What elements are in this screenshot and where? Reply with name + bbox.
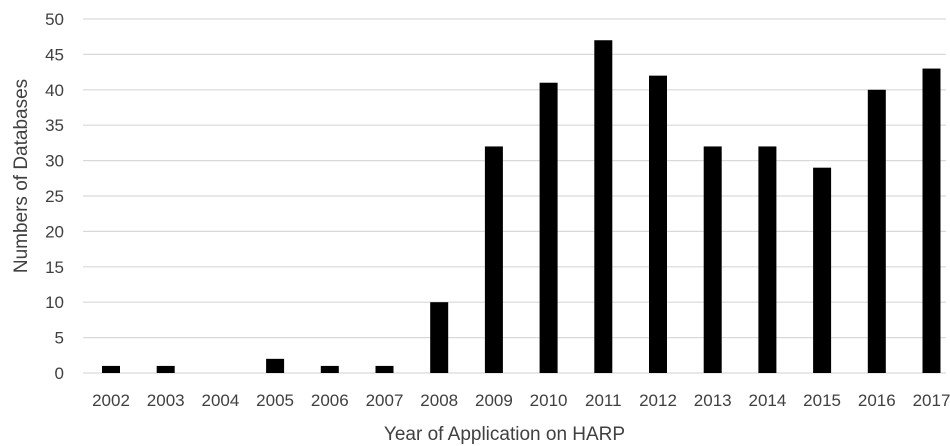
x-tick-label: 2005 (256, 391, 294, 410)
gridlines (83, 18, 946, 374)
y-tick-labels: 0 5 10 15 20 25 30 35 40 45 50 (45, 10, 64, 383)
x-tick-label: 2013 (694, 391, 732, 410)
x-tick-label: 2011 (585, 391, 622, 410)
x-axis-title: Year of Application on HARP (384, 424, 625, 445)
y-tick-label: 10 (45, 293, 64, 312)
x-tick-label: 2003 (147, 391, 185, 410)
bar-2007 (375, 365, 394, 373)
x-tick-label: 2009 (475, 391, 513, 410)
y-axis-title: Numbers of Databases (11, 79, 32, 273)
x-tick-label: 2008 (420, 391, 458, 410)
bar-2009 (484, 146, 503, 373)
y-tick-label: 50 (45, 10, 64, 29)
bar-2006 (320, 365, 339, 373)
bars (102, 40, 941, 374)
y-tick-label: 40 (45, 81, 64, 100)
bar-2017 (922, 68, 941, 373)
bar-2016 (867, 89, 886, 374)
x-tick-label: 2007 (366, 391, 404, 410)
x-tick-label: 2004 (201, 391, 239, 410)
bar-2011 (594, 40, 613, 374)
x-tick-label: 2016 (858, 391, 896, 410)
x-tick-label: 2014 (748, 391, 786, 410)
bar-2002 (102, 365, 120, 373)
y-tick-label: 45 (45, 45, 64, 64)
bar-2015 (813, 167, 832, 373)
x-tick-label: 2012 (639, 391, 677, 410)
bar-2003 (156, 365, 175, 373)
x-tick-label: 2017 (913, 391, 950, 410)
x-tick-label: 2006 (311, 391, 349, 410)
bar-2010 (539, 82, 558, 373)
y-tick-label: 30 (45, 152, 64, 171)
y-tick-label: 20 (45, 222, 64, 241)
bar-2005 (266, 358, 285, 373)
x-tick-label: 2010 (530, 391, 568, 410)
bar-2014 (758, 146, 777, 373)
bar-2008 (430, 302, 449, 373)
x-tick-label: 2015 (803, 391, 841, 410)
y-tick-label: 25 (45, 187, 64, 206)
bar-2013 (703, 146, 722, 373)
y-tick-label: 5 (55, 329, 64, 348)
y-tick-label: 0 (55, 364, 64, 383)
x-tick-label: 2002 (92, 391, 130, 410)
y-tick-label: 35 (45, 116, 64, 135)
y-tick-label: 15 (45, 258, 64, 277)
bar-2012 (649, 75, 667, 373)
x-tick-labels: 2002 2003 2004 2005 2006 2007 2008 2009 2010 2011… (92, 391, 950, 410)
